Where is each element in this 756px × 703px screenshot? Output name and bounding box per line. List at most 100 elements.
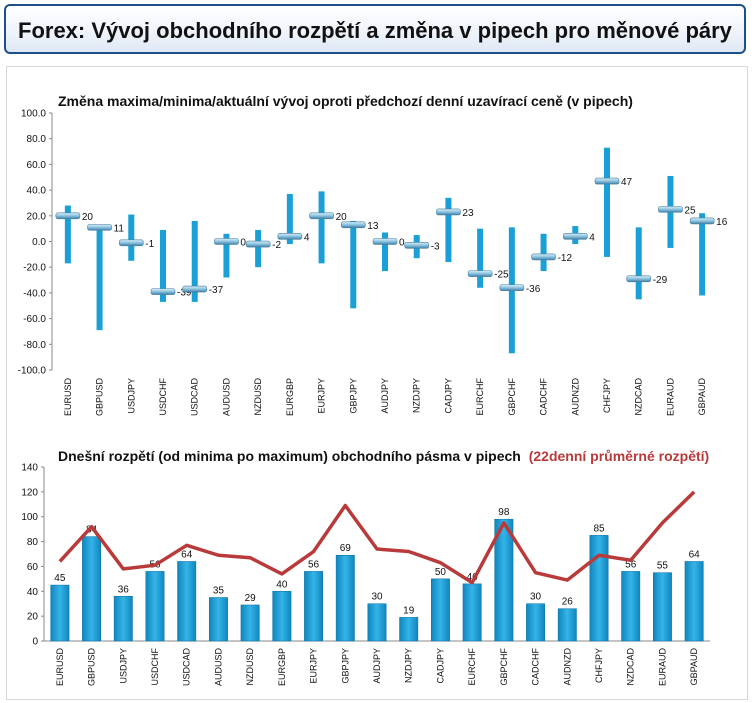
chart2-category-label: NZDCAD <box>626 648 636 686</box>
chart2-category-label: GBPCHF <box>499 648 509 686</box>
chart1-category-label: AUDUSD <box>221 378 231 417</box>
chart1-category-label: EURCHF <box>475 377 485 415</box>
chart2-bar <box>462 583 482 642</box>
chart1-category-label: EURAUD <box>665 378 675 417</box>
chart1-data-label: -37 <box>209 285 224 296</box>
chart2-data-label: 29 <box>245 593 257 604</box>
chart1-category-label: USDCHF <box>158 377 168 415</box>
chart1-data-label: -1 <box>145 239 154 250</box>
chart2-category-label: CHFJPY <box>594 648 604 683</box>
chart1-range-bar <box>350 220 357 309</box>
chart2-data-label: 40 <box>276 579 288 590</box>
chart2-y-tick-label: 140 <box>21 463 38 474</box>
chart1-data-label: 0 <box>399 238 405 249</box>
chart1-y-tick-label: -100.0 <box>18 366 47 377</box>
chart2-category-label: GBPAUD <box>689 648 699 686</box>
chart1-plot: 100.0 80.0 60.0 40.0 20.0 0.0 -20.0 -40.0 -60.0 -… <box>18 109 728 417</box>
chart1-data-label: -36 <box>526 284 541 295</box>
chart1-current-marker <box>531 253 556 261</box>
chart2-bar <box>113 596 133 642</box>
chart1-range-bar <box>223 233 230 278</box>
chart2-bar <box>50 584 70 642</box>
chart1-category-label: NZDCAD <box>634 378 644 416</box>
chart1-current-marker <box>118 239 144 247</box>
chart2-bar <box>177 561 197 642</box>
chart2-bar <box>526 603 546 642</box>
chart2-category-label: USDJPY <box>118 648 128 684</box>
chart1-category-label: GBPAUD <box>697 378 707 416</box>
chart1-current-marker <box>626 275 652 283</box>
chart2-bar <box>684 561 704 642</box>
chart2-bar <box>145 571 165 642</box>
chart2-bar <box>557 608 577 642</box>
chart1-y-tick-label: 40.0 <box>27 186 47 197</box>
chart2-data-label: 30 <box>371 592 383 603</box>
chart1-y-tick-label: 0.0 <box>32 237 46 248</box>
chart1-range-bar <box>191 220 198 302</box>
chart2-y-tick-label: 100 <box>21 512 38 523</box>
chart2-category-label: NZDJPY <box>404 648 414 683</box>
chart1-data-label: 4 <box>304 232 310 243</box>
chart1-category-label: AUDNZD <box>570 378 580 416</box>
chart1-range-bar <box>160 229 166 302</box>
chart2-data-label: 98 <box>498 507 510 518</box>
chart1-current-marker <box>182 285 208 293</box>
chart1-category-label: USDCAD <box>190 378 200 417</box>
chart2-data-label: 45 <box>54 573 66 584</box>
chart1-y-tick-label: 100.0 <box>21 109 46 120</box>
chart2-bar <box>430 578 450 642</box>
chart2-bar <box>304 571 324 642</box>
chart1-range-bar <box>128 214 135 261</box>
chart1-category-label: GBPUSD <box>95 378 105 417</box>
chart1-data-label: 0 <box>240 238 246 249</box>
chart1-current-marker <box>372 238 398 245</box>
chart2-data-label: 26 <box>562 597 574 608</box>
chart1-current-marker <box>309 212 334 220</box>
chart2-title-main: Dnešní rozpětí (od minima po maximum) ob… <box>58 448 521 464</box>
chart1-data-label: 20 <box>336 212 348 223</box>
chart2-average-line <box>58 490 696 585</box>
chart2-bar <box>589 535 609 642</box>
chart1-range-bar <box>604 147 610 257</box>
chart2-bar <box>240 604 260 642</box>
chart1-range-bar <box>286 193 293 245</box>
chart2-category-label: AUDUSD <box>213 648 223 687</box>
chart1-data-label: 25 <box>684 205 696 216</box>
chart1-data-label: -29 <box>653 275 668 286</box>
chart2-data-label: 30 <box>530 592 542 603</box>
page-header: Forex: Vývoj obchodního rozpětí a změna … <box>4 4 746 54</box>
chart1-category-label: GBPJPY <box>348 378 358 414</box>
chart1-y-tick-label: 60.0 <box>27 160 47 171</box>
chart1-y-tick-label: -60.0 <box>23 314 46 325</box>
chart2-bar <box>208 597 228 642</box>
chart2-data-label: 19 <box>403 605 415 616</box>
chart2-y-tick-label: 40 <box>27 587 39 598</box>
chart2-bar <box>652 572 672 642</box>
chart1-category-label: EURUSD <box>63 378 73 417</box>
chart1-current-marker <box>689 217 715 225</box>
chart1-range-bar <box>318 191 325 264</box>
chart1-category-label: NZDJPY <box>412 378 422 413</box>
chart2-category-label: EURCHF <box>467 647 477 685</box>
chart1-data-label: 13 <box>367 221 379 232</box>
chart-panel <box>6 66 748 700</box>
chart1-category-label: NZDUSD <box>253 378 263 416</box>
chart2-bar <box>367 603 387 642</box>
chart2-bar <box>272 591 292 642</box>
chart2-data-label: 56 <box>625 559 637 570</box>
chart1-y-tick-label: -80.0 <box>23 340 46 351</box>
chart1-range-bar <box>96 226 103 331</box>
chart1-range-bar <box>255 229 262 268</box>
chart1-current-marker <box>150 288 176 295</box>
chart2-category-label: USDCAD <box>182 648 192 687</box>
chart1-range-bar <box>64 205 71 264</box>
chart1-data-label: -39 <box>177 288 192 299</box>
chart2-category-label: EURJPY <box>309 648 319 684</box>
chart2-bar <box>82 536 102 642</box>
chart2-category-label: EURUSD <box>55 648 65 687</box>
chart2-data-label: 84 <box>86 525 98 536</box>
chart1-data-label: 47 <box>621 177 633 188</box>
chart1-data-label: 16 <box>716 217 728 228</box>
chart2-category-label: NZDUSD <box>245 648 255 686</box>
